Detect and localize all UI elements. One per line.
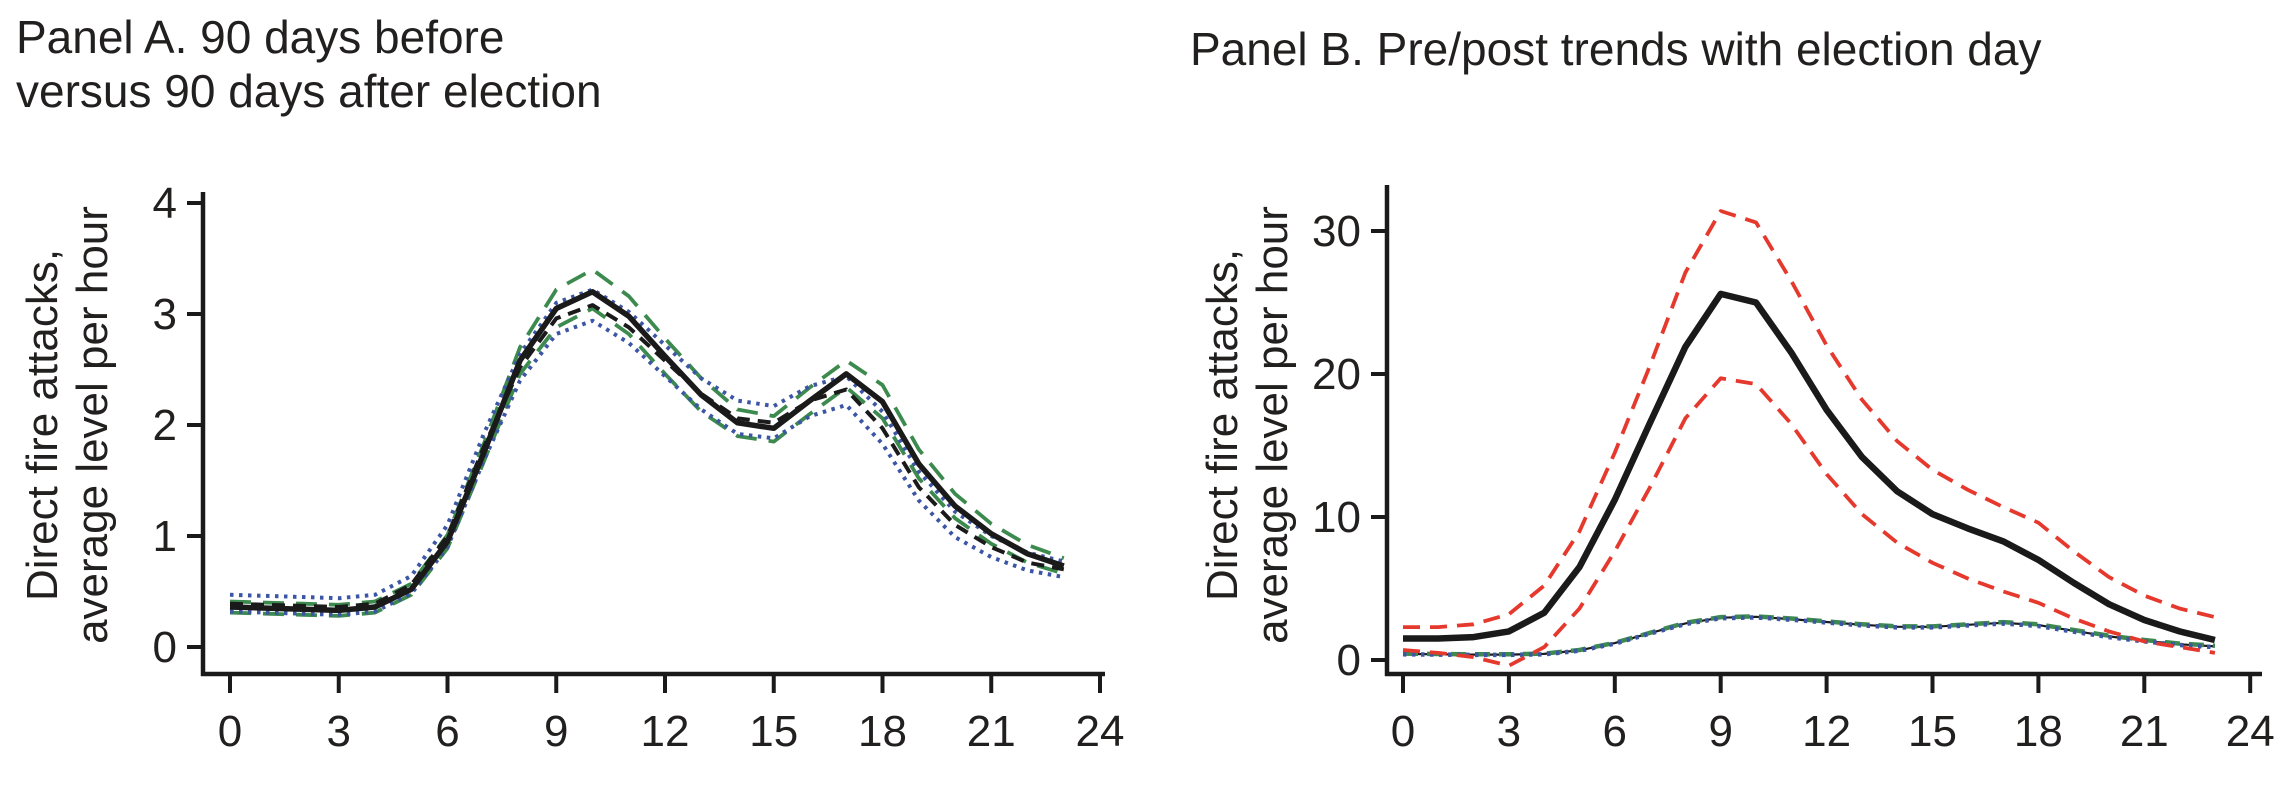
panel-b-series-electionday-ci-upper-red-dashed — [1403, 209, 2216, 629]
panel-b-series-pretrend-blue-dotted — [1402, 615, 2216, 658]
panel-a-y-tick-label: 2 — [153, 401, 177, 450]
panel-a-x-tick-label: 24 — [1076, 707, 1125, 756]
panel-b-y-axis-title: Direct fire attacks, average level per h… — [1198, 145, 1298, 705]
panel-b-y-tick-label: 30 — [1312, 207, 1361, 256]
panel-b-x-tick-label: 0 — [1391, 707, 1415, 756]
panel-b-x-tick-label: 24 — [2226, 707, 2275, 756]
panel-a-series-mean-black-solid — [229, 289, 1065, 614]
panel-b-y-axis-title-line2: average level per hour — [1248, 206, 1297, 644]
panel-b-y-axis-title-line1: Direct fire attacks, — [1198, 248, 1247, 602]
panel-b-series-electionday-mean-black-solid — [1403, 290, 2216, 644]
panel-b-y-tick-label: 10 — [1312, 493, 1361, 542]
panel-a-x-tick-label: 3 — [327, 707, 351, 756]
panel-b-y-tick-label: 0 — [1337, 636, 1361, 685]
panel-b-x-tick-label: 9 — [1708, 707, 1732, 756]
panel-a-y-tick-label: 1 — [153, 512, 177, 561]
panel-a-x-tick-label: 9 — [544, 707, 568, 756]
panel-b-x-tick-label: 6 — [1603, 707, 1627, 756]
panel-b-x-tick-label: 12 — [1802, 707, 1851, 756]
panel-a-title-line1: Panel A. 90 days before — [16, 11, 505, 63]
panel-a-y-axis-title: Direct fire attacks, average level per h… — [18, 145, 118, 705]
panel-b-x-tick-label: 3 — [1497, 707, 1521, 756]
panel-a-series-mean-black-dashed — [229, 303, 1065, 609]
panel-a-x-tick-label: 18 — [858, 707, 907, 756]
panel-b-series-pretrend-green-longdash — [1402, 614, 2216, 657]
panel-b-title-line1: Panel B. Pre/post trends with election d… — [1190, 23, 2042, 75]
panel-a-x-tick-label: 12 — [641, 707, 690, 756]
panel-b-y-tick-label: 20 — [1312, 350, 1361, 399]
panel-a-series-ci-upper-blue-dotted — [229, 287, 1065, 601]
panel-a-y-axis-title-line1: Direct fire attacks, — [18, 248, 67, 602]
panel-a-x-tick-label: 0 — [218, 707, 242, 756]
panel-b-series-electionday-ci-lower-red-dashed — [1402, 376, 2216, 668]
panel-a-title-line2: versus 90 days after election — [16, 65, 602, 117]
panel-a-series-ci-upper-green-longdash — [229, 267, 1065, 607]
panel-a-y-tick-label: 3 — [153, 290, 177, 339]
panel-a-series-ci-lower-green-longdash — [229, 306, 1065, 618]
panel-b-x-tick-label: 18 — [2014, 707, 2063, 756]
panel-a-y-tick-label: 4 — [153, 179, 177, 228]
panel-a-x-tick-label: 6 — [435, 707, 459, 756]
panel-b-x-tick-label: 15 — [1908, 707, 1957, 756]
panel-b-x-tick-label: 21 — [2120, 707, 2169, 756]
panel-a-x-tick-label: 21 — [967, 707, 1016, 756]
panel-a-series-ci-lower-blue-dotted — [229, 318, 1065, 617]
panel-a-title: Panel A. 90 days before versus 90 days a… — [16, 10, 602, 118]
panel-a-y-axis-title-line2: average level per hour — [68, 206, 117, 644]
panel-a-y-tick-label: 0 — [153, 623, 177, 672]
panel-b-title: Panel B. Pre/post trends with election d… — [1190, 22, 2041, 76]
panel-a-x-tick-label: 15 — [749, 707, 798, 756]
